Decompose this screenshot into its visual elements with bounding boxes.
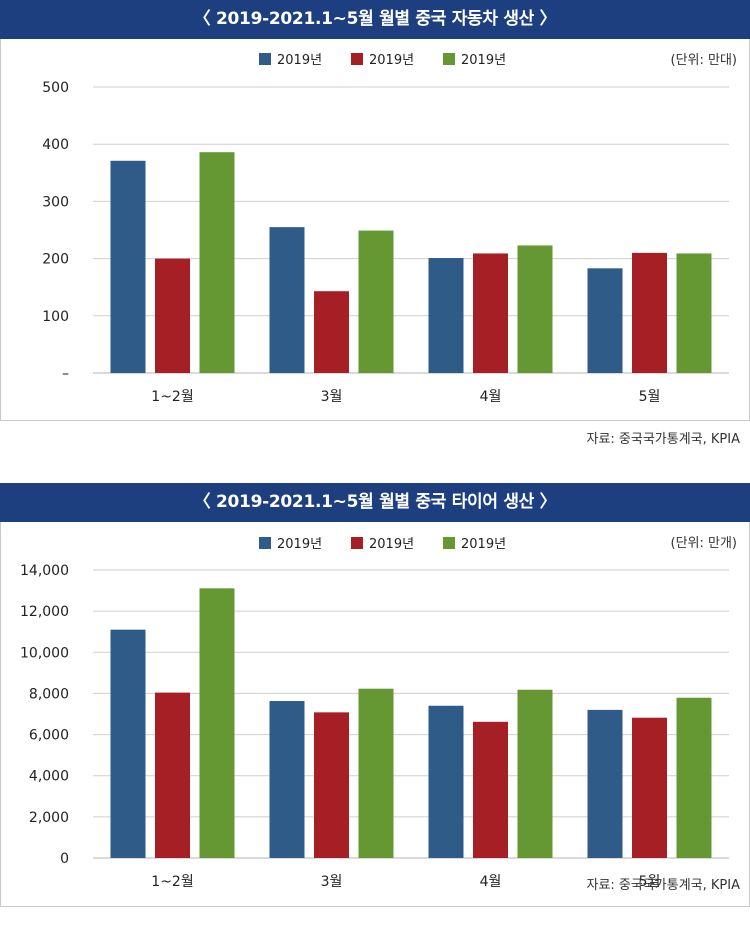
legend-swatch	[259, 537, 271, 549]
bar	[632, 717, 667, 858]
car-production-chart: – 100 200 300 400 500 2019년 2019년 2019년 1~2월 3월 4월 5…	[42, 53, 729, 405]
bar	[517, 689, 553, 858]
bar	[269, 227, 305, 373]
bar	[155, 258, 190, 373]
y-tick-label: 300	[42, 194, 69, 210]
y-tick-label: 400	[42, 137, 69, 153]
y-tick-label: 12,000	[20, 604, 69, 620]
category-label: 5월	[639, 874, 661, 890]
legend-label: 2019년	[277, 537, 322, 552]
category-label: 4월	[480, 389, 502, 405]
y-tick-label: 100	[42, 309, 69, 325]
legend-swatch	[443, 53, 455, 65]
legend-label: 2019년	[461, 537, 506, 552]
y-tick-label: 14,000	[20, 563, 69, 579]
bar	[314, 712, 349, 858]
bar	[676, 253, 712, 373]
bar	[155, 692, 190, 858]
legend-label: 2019년	[461, 53, 506, 68]
chart-area: (단위: 만개) 0 2,000 4,000 6,000 8,000 10,000 12,0…	[0, 522, 750, 907]
tire-production-chart: 0 2,000 4,000 6,000 8,000 10,000 12,000 14,000 2…	[20, 537, 729, 890]
bar	[314, 291, 349, 373]
tire-production-panel: 〈 2019-2021.1~5월 월별 중국 타이어 생산 〉 (단위: 만개)…	[0, 483, 750, 907]
chart-title: 〈 2019-2021.1~5월 월별 중국 자동차 생산 〉	[0, 0, 750, 39]
y-tick-label: 8,000	[29, 686, 69, 702]
y-tick-label: 10,000	[20, 645, 69, 661]
category-label: 1~2월	[151, 389, 193, 405]
y-tick-label: 0	[60, 851, 69, 867]
legend-swatch	[351, 53, 363, 65]
legend-label: 2019년	[369, 53, 414, 68]
bar	[517, 245, 553, 373]
bar	[110, 160, 146, 373]
unit-label: (단위: 만개)	[670, 536, 738, 551]
bar	[199, 588, 235, 858]
legend-label: 2019년	[277, 53, 322, 68]
car-production-panel: 〈 2019-2021.1~5월 월별 중국 자동차 생산 〉 (단위: 만대)…	[0, 0, 750, 447]
category-label: 3월	[321, 389, 343, 405]
bar	[473, 721, 508, 858]
y-tick-label: 4,000	[29, 769, 69, 785]
legend-swatch	[351, 537, 363, 549]
bar	[199, 152, 235, 373]
bar	[587, 268, 623, 373]
category-label: 3월	[321, 874, 343, 890]
bar	[587, 709, 623, 858]
bar	[110, 629, 146, 858]
bar	[358, 230, 394, 373]
y-tick-label: 6,000	[29, 728, 69, 744]
bar	[358, 688, 394, 858]
source-note: 자료: 중국국가통계국, KPIA	[586, 878, 740, 893]
bar	[676, 697, 712, 858]
chart-area: (단위: 만대) – 100 200 300 400 500 2019년 2019년 2019년…	[0, 39, 750, 421]
y-tick-label: 200	[42, 252, 69, 268]
bar	[632, 252, 667, 373]
category-label: 4월	[480, 874, 502, 890]
bar	[428, 705, 464, 858]
legend-label: 2019년	[369, 537, 414, 552]
bar	[269, 701, 305, 858]
y-tick-label: –	[62, 366, 69, 382]
y-tick-label: 500	[42, 80, 69, 96]
source-note: 자료: 중국국가통계국, KPIA	[586, 432, 740, 447]
category-label: 5월	[639, 389, 661, 405]
legend-swatch	[259, 53, 271, 65]
chart-title: 〈 2019-2021.1~5월 월별 중국 타이어 생산 〉	[0, 483, 750, 522]
bar	[473, 253, 508, 373]
legend-swatch	[443, 537, 455, 549]
category-label: 1~2월	[151, 874, 193, 890]
y-tick-label: 2,000	[29, 810, 69, 826]
unit-label: (단위: 만대)	[670, 53, 738, 68]
bar	[428, 258, 464, 373]
